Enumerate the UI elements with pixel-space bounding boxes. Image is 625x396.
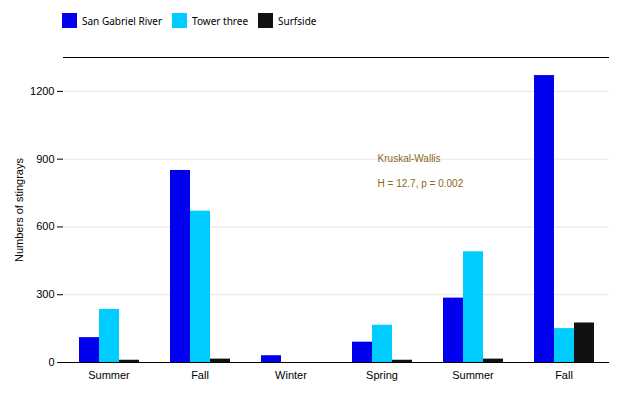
svg-text:Winter: Winter	[275, 369, 307, 381]
svg-text:Fall: Fall	[555, 369, 573, 381]
svg-text:300: 300	[36, 288, 54, 300]
svg-text:Fall: Fall	[191, 369, 209, 381]
svg-text:1200: 1200	[30, 85, 54, 97]
html-text:Tower three: Tower three	[192, 13, 249, 28]
html-text:San Gabriel River: San Gabriel River	[82, 13, 163, 28]
svg-text:900: 900	[36, 153, 54, 165]
html-text:Surfside: Surfside	[278, 13, 317, 28]
svg-text:Spring: Spring	[366, 369, 398, 381]
svg-text:H = 12.7, p = 0.002: H = 12.7, p = 0.002	[378, 178, 464, 189]
svg-text:0: 0	[48, 356, 54, 368]
svg-text:Summer: Summer	[452, 369, 494, 381]
svg-text:Numbers of stingrays: Numbers of stingrays	[13, 158, 25, 262]
svg-text:Summer: Summer	[88, 369, 130, 381]
svg-text:Kruskal-Wallis: Kruskal-Wallis	[378, 153, 441, 164]
svg-text:600: 600	[36, 220, 54, 232]
